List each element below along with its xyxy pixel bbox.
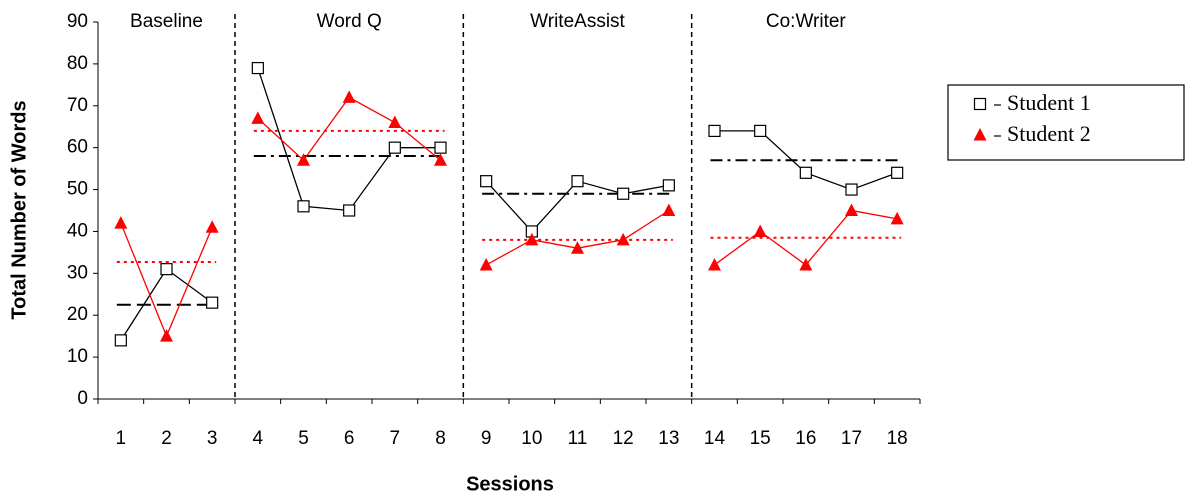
y-tick-label: 70 [67,95,88,116]
x-tick-label: 4 [253,428,264,449]
data-point [114,334,127,347]
data-point [297,153,310,166]
data-point [799,257,813,271]
data-point [479,257,493,271]
data-point [297,200,310,213]
x-tick-label: 18 [887,428,908,449]
y-tick-label: 10 [67,346,88,367]
x-tick-label: 9 [481,428,492,449]
y-axis-title: Total Number of Words [8,100,30,319]
y-tick-label: 50 [67,179,88,200]
y-tick-label: 80 [67,53,88,74]
y-tick-label: 60 [67,137,88,158]
data-point [616,232,630,246]
x-tick-label: 5 [298,428,309,449]
data-point [206,296,219,309]
y-tick-label: 90 [67,11,88,32]
x-tick-label: 16 [795,428,816,449]
data-point [434,153,447,166]
data-point [525,232,539,246]
phase-label: Baseline [130,11,203,32]
legend-box [947,84,1185,161]
legend-label: Student 2 [1007,121,1091,146]
y-tick-label: 0 [77,388,88,409]
phase-label: Word Q [317,11,382,32]
x-tick-label: 15 [750,428,771,449]
data-point [708,257,721,271]
x-tick-label: 6 [344,428,355,449]
y-tick-label: 20 [67,304,88,325]
data-point [799,166,812,179]
data-point [205,220,219,233]
data-point [388,141,401,154]
x-tick-label: 13 [658,428,679,449]
x-tick-label: 10 [521,428,542,449]
x-tick-label: 3 [207,428,218,449]
data-point [571,175,584,188]
data-point [708,124,721,138]
data-point [114,216,128,229]
data-point [251,61,264,75]
legend-marker [973,97,987,111]
data-point [891,166,904,179]
data-point [434,141,447,154]
legend-label: Student 1 [1007,90,1091,115]
data-point [160,329,173,342]
data-point [617,187,630,200]
y-tick-label: 30 [67,262,88,283]
series-line [257,67,441,212]
series-line [714,209,898,266]
data-point [342,90,356,103]
data-point [845,203,858,216]
y-tick-label: 40 [67,220,88,241]
x-tick-label: 17 [841,428,862,449]
data-point [662,203,676,216]
data-point [890,211,904,225]
x-tick-label: 11 [568,428,588,449]
x-tick-label: 2 [161,428,172,449]
data-point [343,204,356,217]
data-point [251,111,265,124]
x-tick-label: 7 [390,428,401,449]
data-point [845,183,858,196]
data-point [160,263,173,276]
series-line [485,209,670,266]
x-axis-title: Sessions [466,473,554,495]
x-tick-label: 14 [704,428,726,449]
data-point [388,115,402,129]
data-point [571,241,584,254]
series-line [485,180,669,233]
x-tick-label: 12 [613,428,634,449]
phase-label: WriteAssist [530,11,625,32]
legend-marker [973,128,987,141]
phase-label: Co:Writer [766,11,847,32]
data-point [754,124,767,138]
data-point [662,179,675,192]
data-point [480,175,493,188]
x-tick-label: 1 [116,428,127,449]
x-tick-label: 8 [435,428,446,449]
data-point [753,224,767,237]
